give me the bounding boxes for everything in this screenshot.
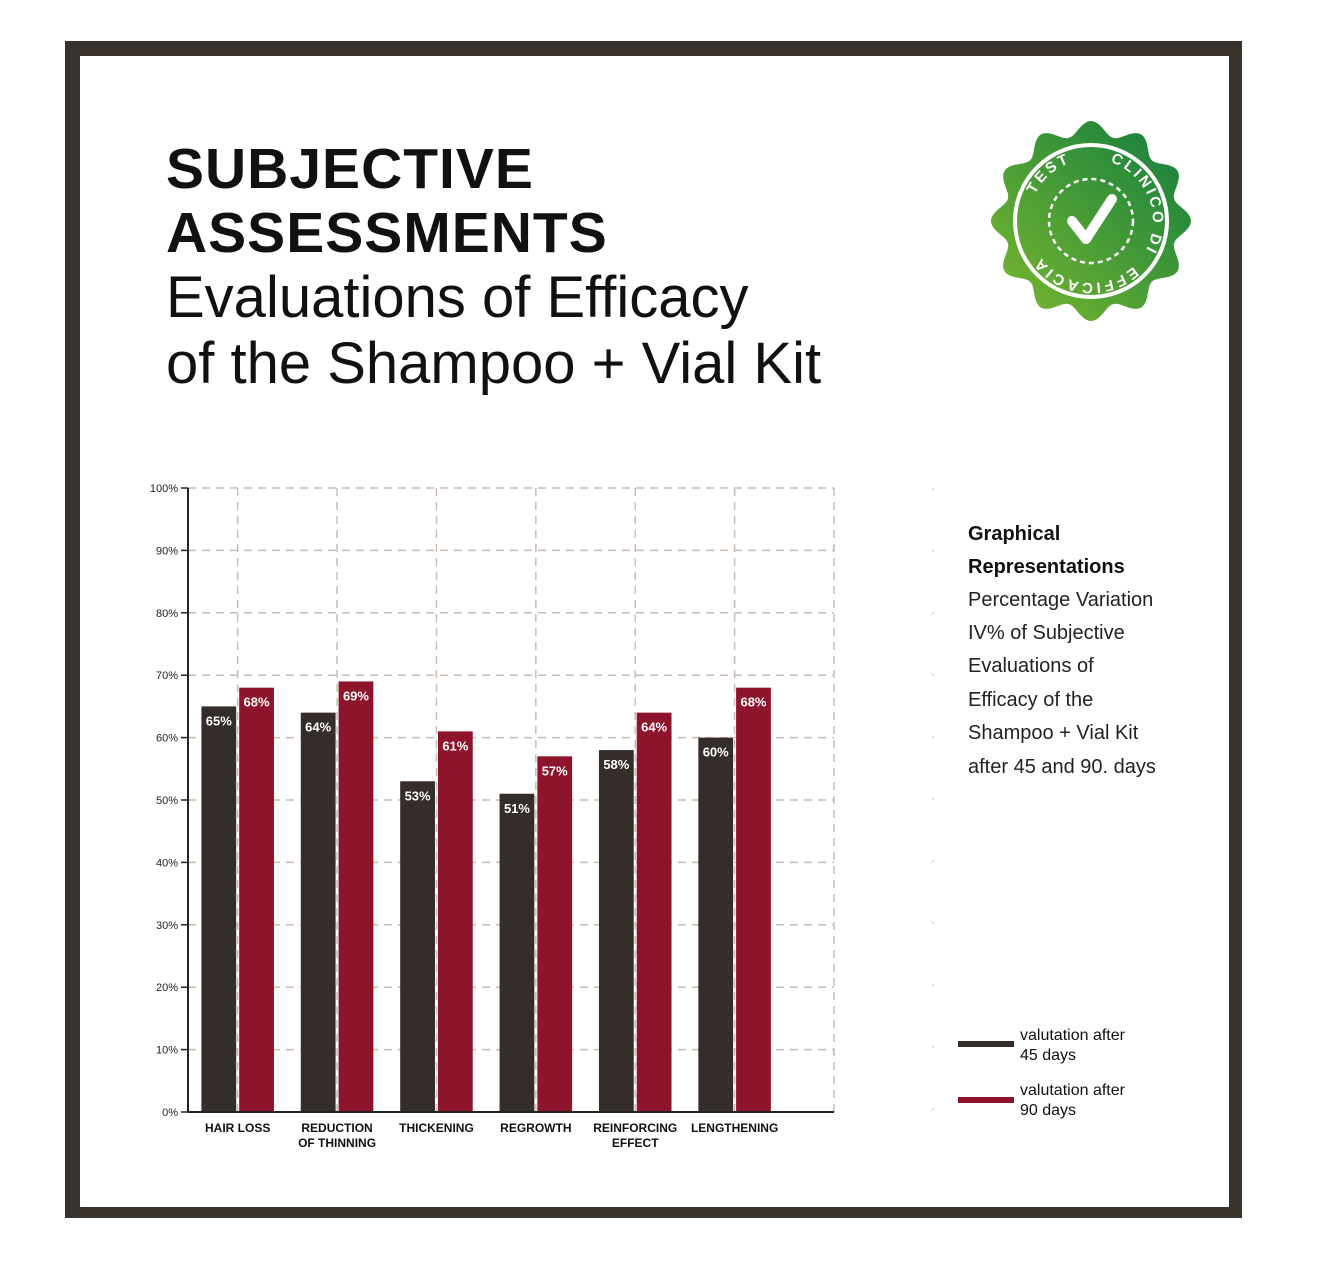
bar-value-label: 69% (343, 688, 369, 703)
y-tick-label: 90% (156, 545, 178, 557)
bar-value-label: 61% (442, 738, 468, 753)
legend-label-line: 90 days (1020, 1102, 1077, 1119)
side-note-heading-2: Representations (968, 556, 1125, 578)
bar-value-label: 68% (740, 695, 766, 710)
title-bold-line-1: SUBJECTIVE (166, 137, 534, 201)
legend-label-line: valutation after (1020, 1027, 1125, 1044)
bar-value-label: 65% (206, 713, 232, 728)
bar (636, 712, 672, 1112)
y-tick-label: 10% (156, 1045, 178, 1057)
chart-labels: 0% 10% 20% 30% 40% 50% 60% 70% 80% 90% 100% 65% 68% H… (150, 483, 778, 1150)
legend-label-90-days: valutation after 90 days (1020, 1081, 1125, 1121)
bar (499, 793, 535, 1112)
y-tick-label: 30% (156, 920, 178, 932)
side-note-line: Efficacy of the (968, 689, 1094, 711)
bar-value-label: 64% (641, 720, 667, 735)
x-category-label: HAIR LOSS (205, 1121, 270, 1135)
chart-bars (201, 681, 771, 1112)
bar (400, 781, 435, 1112)
bar-value-label: 60% (703, 745, 729, 760)
side-note-line: Percentage Variation (968, 589, 1154, 611)
y-tick-label: 20% (156, 982, 178, 994)
x-category-label: EFFECT (612, 1136, 659, 1150)
legend-label-line: 45 days (1020, 1047, 1077, 1064)
x-category-label: LENGTHENING (691, 1121, 778, 1135)
bar (300, 712, 336, 1112)
bar-value-label: 68% (244, 695, 270, 710)
x-category-label: REINFORCING (593, 1121, 677, 1135)
bar-value-label: 53% (405, 788, 431, 803)
y-tick-label: 60% (156, 733, 178, 745)
bar (239, 687, 274, 1112)
checkmark-icon (1067, 194, 1117, 244)
bar (736, 687, 771, 1112)
subtitle-line-2: of the Shampoo + Vial Kit (166, 331, 822, 396)
x-category-label: OF THINNING (298, 1136, 376, 1150)
bar (201, 706, 237, 1112)
legend-swatch-90-days (958, 1097, 1014, 1103)
bar-value-label: 58% (603, 757, 629, 772)
bar-value-label: 57% (542, 763, 568, 778)
legend-label-45-days: valutation after 45 days (1020, 1026, 1125, 1066)
y-tick-label: 40% (156, 857, 178, 869)
title-bold-line-2: ASSESSMENTS (166, 201, 608, 265)
x-category-label: REDUCTION (301, 1121, 372, 1135)
x-category-label: REGROWTH (500, 1121, 571, 1135)
legend-swatch-45-days (958, 1041, 1014, 1047)
bar (437, 731, 473, 1112)
efficacy-seal: TEST CLINICO DI EFFICACIA (991, 121, 1191, 321)
y-tick-label: 70% (156, 670, 178, 682)
side-note-line: IV% of Subjective (968, 622, 1125, 644)
y-tick-label: 80% (156, 608, 178, 620)
bar-value-label: 51% (504, 801, 530, 816)
y-tick-label: 100% (150, 483, 178, 495)
bar (698, 737, 734, 1112)
y-tick-label: 0% (162, 1107, 178, 1119)
side-note-line: Shampoo + Vial Kit (968, 722, 1139, 744)
bar (537, 756, 573, 1112)
bar-value-label: 64% (305, 720, 331, 735)
side-note-heading-1: Graphical (968, 523, 1061, 545)
y-tick-label: 50% (156, 795, 178, 807)
seal-badge-shape (991, 121, 1191, 321)
side-note-line: Evaluations of (968, 655, 1094, 677)
side-note-line: after 45 and 90. days (968, 756, 1156, 778)
x-category-label: THICKENING (399, 1121, 474, 1135)
legend-label-line: valutation after (1020, 1082, 1125, 1099)
chart-axes (187, 488, 934, 1113)
bar (598, 750, 634, 1112)
bar (338, 681, 374, 1112)
subtitle-line-1: Evaluations of Efficacy (166, 265, 749, 330)
